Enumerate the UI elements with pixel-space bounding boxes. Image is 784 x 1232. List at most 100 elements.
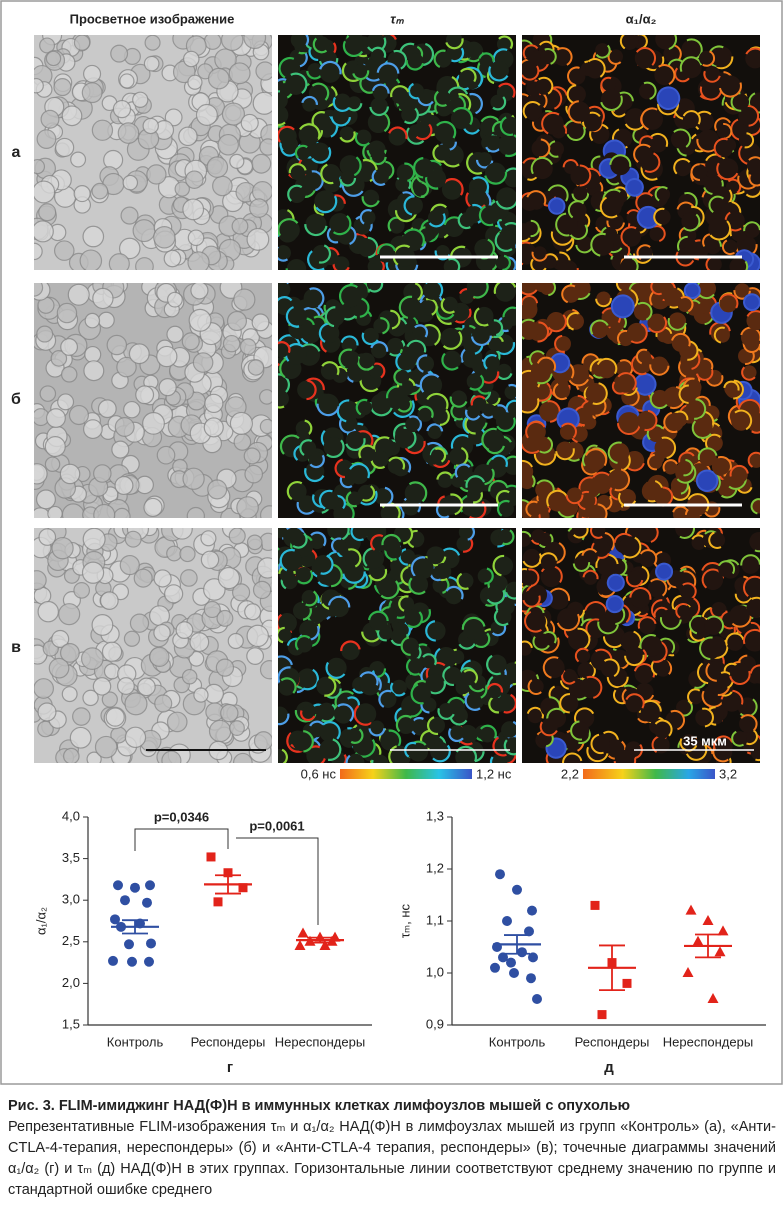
cell xyxy=(208,719,232,743)
cell xyxy=(232,583,251,602)
cell xyxy=(659,608,682,630)
cell xyxy=(259,660,272,680)
cell xyxy=(656,86,681,111)
x-tick-label: Контроль xyxy=(489,1034,546,1049)
cell xyxy=(565,486,584,505)
cell xyxy=(70,151,87,168)
y-tick-label: 1,5 xyxy=(62,1016,80,1031)
cell xyxy=(34,463,48,485)
cell xyxy=(316,392,341,417)
cell xyxy=(743,221,760,239)
cell xyxy=(546,489,569,513)
cell xyxy=(203,600,221,619)
cell xyxy=(426,715,447,736)
cell xyxy=(44,436,66,458)
cell xyxy=(624,645,645,667)
cell xyxy=(217,566,241,590)
cell xyxy=(741,364,758,381)
micrograph xyxy=(278,35,516,270)
cell xyxy=(132,219,156,243)
cell xyxy=(632,301,653,322)
cell xyxy=(744,47,760,70)
cell xyxy=(368,719,386,737)
cell xyxy=(703,615,725,636)
cell xyxy=(59,643,80,663)
cell xyxy=(328,211,352,236)
cell xyxy=(393,368,411,386)
cell xyxy=(166,291,183,308)
cell xyxy=(79,249,103,270)
panel-label: г xyxy=(227,1059,233,1076)
cell xyxy=(149,646,170,668)
cell xyxy=(365,283,384,293)
cell xyxy=(101,691,118,708)
cell xyxy=(495,362,513,381)
cell xyxy=(449,389,469,408)
cell xyxy=(36,325,54,343)
cell xyxy=(524,609,547,633)
cell xyxy=(395,396,413,413)
cell xyxy=(525,420,547,443)
cell xyxy=(178,126,198,147)
cell xyxy=(304,212,328,237)
cell xyxy=(697,447,718,468)
cell xyxy=(416,405,434,423)
data-point xyxy=(238,883,248,893)
data-point xyxy=(319,939,331,950)
cell xyxy=(492,554,515,577)
cell xyxy=(180,569,198,587)
cell xyxy=(599,658,620,679)
colorbar-min: 0,6 нс xyxy=(301,766,337,781)
cell xyxy=(204,393,224,414)
cell xyxy=(73,35,91,51)
cell xyxy=(185,170,204,189)
cell xyxy=(355,398,374,417)
cell xyxy=(398,595,416,613)
cell xyxy=(347,462,371,486)
cell xyxy=(326,528,350,542)
cell xyxy=(220,703,239,723)
cell xyxy=(731,729,748,747)
cell xyxy=(437,701,456,720)
cell xyxy=(713,137,735,159)
cell xyxy=(187,74,203,90)
data-point xyxy=(206,852,216,862)
cell xyxy=(252,91,272,115)
cell xyxy=(486,682,504,700)
cell xyxy=(433,49,453,69)
cell xyxy=(114,417,135,437)
cell xyxy=(200,530,217,547)
cell xyxy=(606,468,631,492)
data-point xyxy=(127,956,137,967)
cell xyxy=(249,198,269,218)
figure: Просветное изображение τₘ α₁/α₂ а б в 35… xyxy=(0,0,783,1085)
cell xyxy=(695,469,719,492)
micrograph xyxy=(278,283,516,518)
cell xyxy=(485,584,506,605)
cell xyxy=(278,677,297,697)
cell xyxy=(58,603,81,626)
cell xyxy=(478,724,497,744)
colorbar-min: 2,2 xyxy=(561,766,579,781)
cell xyxy=(187,229,205,247)
cell xyxy=(649,388,670,410)
cell xyxy=(481,427,506,452)
cell xyxy=(496,499,516,518)
cell xyxy=(187,251,210,270)
cell xyxy=(239,338,257,356)
cell xyxy=(34,242,43,261)
cell xyxy=(552,47,573,67)
y-tick-label: 2,5 xyxy=(62,933,80,948)
cell xyxy=(39,37,56,54)
cell xyxy=(475,151,494,169)
micrograph xyxy=(522,528,760,763)
cell xyxy=(351,62,370,81)
cell xyxy=(411,324,429,341)
y-tick-label: 1,2 xyxy=(426,860,444,875)
data-point xyxy=(108,955,118,966)
cell xyxy=(647,453,664,471)
cell xyxy=(57,393,75,411)
cell xyxy=(426,423,444,441)
cell xyxy=(92,677,112,696)
cell xyxy=(691,416,714,439)
